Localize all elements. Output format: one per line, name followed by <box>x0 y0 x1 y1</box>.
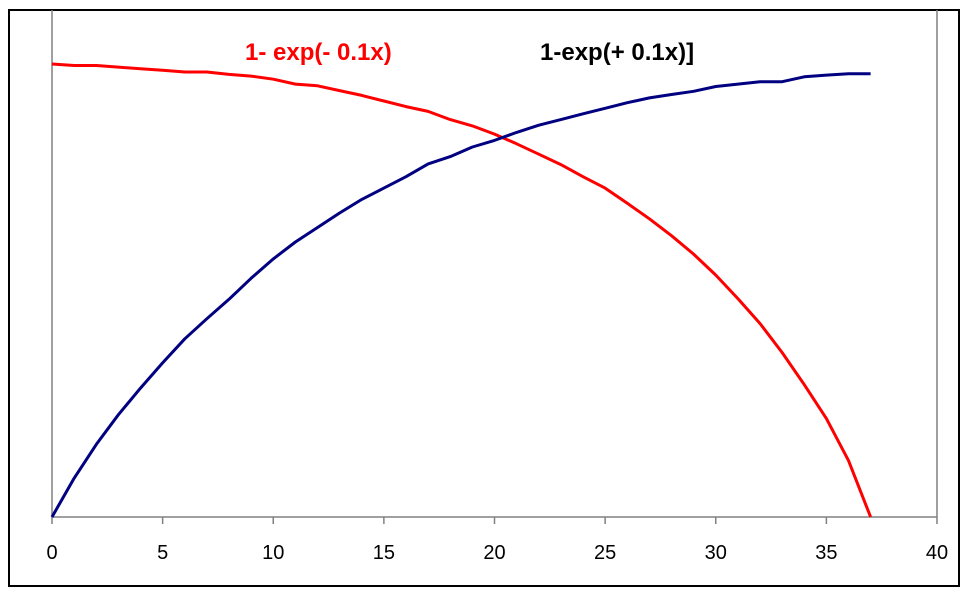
series-lines <box>50 62 872 518</box>
x-tick-label: 0 <box>46 542 57 564</box>
legend-label-series-blue: 1-exp(+ 0.1x)] <box>540 39 694 66</box>
series-line-blue <box>50 72 871 518</box>
x-tick-label: 40 <box>926 542 948 564</box>
x-tick-label: 25 <box>594 542 616 564</box>
series-line-red <box>51 62 872 518</box>
x-tick-label: 20 <box>483 542 505 564</box>
x-tick-label: 30 <box>705 542 727 564</box>
x-tick-label: 5 <box>157 542 168 564</box>
legend-label-series-red: 1- exp(- 0.1x) <box>245 39 392 66</box>
x-tick-label: 10 <box>262 542 284 564</box>
outer-border <box>8 9 960 587</box>
plot-area: 0 5 10 15 20 25 30 35 40 1- exp(- 0.1x) 1-exp(+ … <box>46 10 948 564</box>
legend: 1- exp(- 0.1x) 1-exp(+ 0.1x)] <box>245 39 694 66</box>
x-ticks: 0 5 10 15 20 25 30 35 40 <box>46 517 948 564</box>
x-tick-label: 15 <box>373 542 395 564</box>
x-tick-label: 35 <box>815 542 837 564</box>
